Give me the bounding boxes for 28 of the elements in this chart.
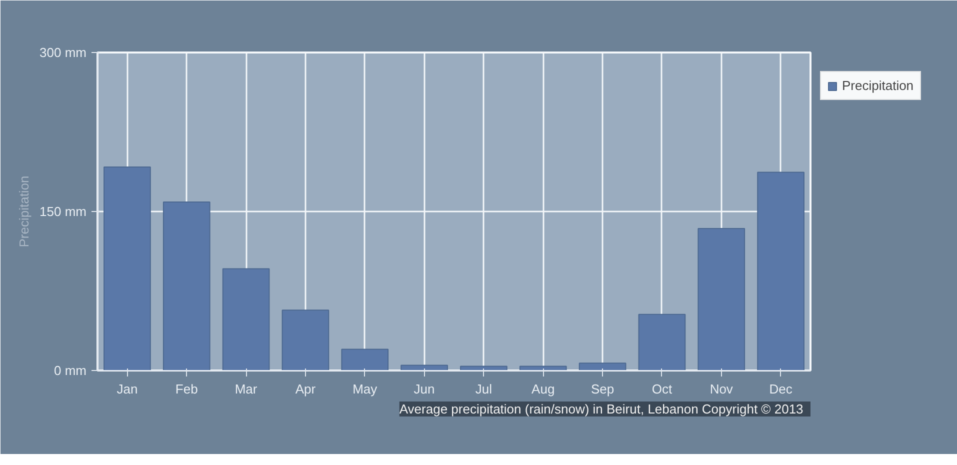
bar xyxy=(698,228,746,370)
x-tick-label: Dec xyxy=(769,382,793,396)
x-tick-label: Jul xyxy=(475,382,492,396)
legend-label: Precipitation xyxy=(842,78,914,93)
y-axis-title: Precipitation xyxy=(16,176,32,248)
bar xyxy=(162,201,210,370)
x-tick-label: Apr xyxy=(295,382,316,396)
y-tick-label: 150 mm xyxy=(40,204,87,219)
x-tick-label: Sep xyxy=(590,382,614,396)
x-tick-label: Jan xyxy=(116,382,138,396)
bar xyxy=(222,268,270,370)
bar xyxy=(104,166,151,370)
bar xyxy=(578,362,626,370)
x-tick-label: Oct xyxy=(652,382,672,396)
bar xyxy=(400,364,448,370)
y-tick-label: 300 mm xyxy=(40,45,87,60)
x-tick-label: Mar xyxy=(234,382,258,396)
bar xyxy=(757,172,804,370)
bar xyxy=(341,348,389,370)
y-tick-label: 0 mm xyxy=(54,363,86,378)
x-tick-label: Jun xyxy=(414,382,435,396)
x-tick-label: Aug xyxy=(532,382,555,396)
x-tick-label: Nov xyxy=(710,382,734,396)
x-tick-label: Feb xyxy=(175,382,198,396)
text: Average precipitation (rain/snow) in Beirut, Lebanon Copyright © 2013 xyxy=(399,402,804,416)
bar xyxy=(638,314,686,370)
x-tick-label: May xyxy=(352,382,378,396)
bar xyxy=(282,310,330,370)
